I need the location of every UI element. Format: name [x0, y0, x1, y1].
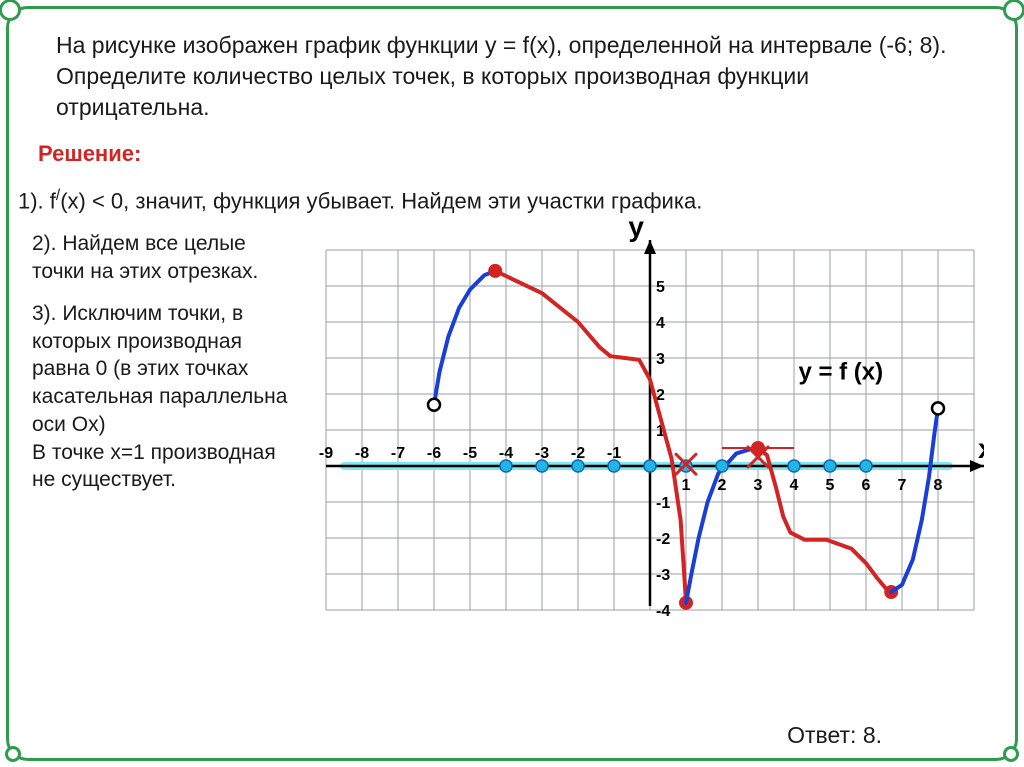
- svg-text:3: 3: [754, 477, 763, 494]
- svg-text:-1: -1: [656, 495, 670, 512]
- notes-column: 2). Найдем все целые точки на этих отрез…: [32, 218, 300, 493]
- svg-text:1: 1: [682, 477, 691, 494]
- svg-text:5: 5: [656, 279, 665, 296]
- svg-text:y: y: [628, 218, 644, 242]
- svg-text:-7: -7: [391, 445, 405, 462]
- step-3: 3). Исключим точки, в которых производна…: [32, 300, 300, 494]
- svg-text:x: x: [978, 433, 984, 464]
- step-2: 2). Найдем все целые точки на этих отрез…: [32, 230, 300, 285]
- svg-text:7: 7: [898, 477, 907, 494]
- answer: Ответ: 8.: [787, 722, 882, 749]
- problem-text: На рисунке изображен график функции y = …: [32, 24, 992, 123]
- svg-text:-5: -5: [463, 445, 477, 462]
- svg-text:-3: -3: [656, 567, 670, 584]
- svg-text:6: 6: [862, 477, 871, 494]
- svg-text:2: 2: [718, 477, 727, 494]
- chart: yx12345-1-2-3-4-9-8-7-6-5-4-3-2-11234567…: [304, 218, 984, 618]
- svg-text:-6: -6: [427, 445, 441, 462]
- svg-text:y = f (x): y = f (x): [798, 359, 883, 386]
- svg-text:5: 5: [826, 477, 835, 494]
- content: На рисунке изображен график функции y = …: [32, 24, 992, 743]
- svg-text:4: 4: [790, 477, 799, 494]
- step-1: 1). f/(x) < 0, значит, функция убывает. …: [18, 173, 992, 218]
- svg-text:-8: -8: [355, 445, 369, 462]
- solution-heading: Решение:: [32, 123, 992, 173]
- svg-text:-9: -9: [319, 445, 333, 462]
- answer-value: 8.: [863, 722, 882, 748]
- svg-text:-2: -2: [656, 531, 670, 548]
- svg-text:-4: -4: [656, 603, 670, 618]
- svg-text:3: 3: [656, 351, 665, 368]
- svg-text:8: 8: [934, 477, 943, 494]
- answer-label: Ответ:: [787, 722, 856, 748]
- svg-text:4: 4: [656, 315, 665, 332]
